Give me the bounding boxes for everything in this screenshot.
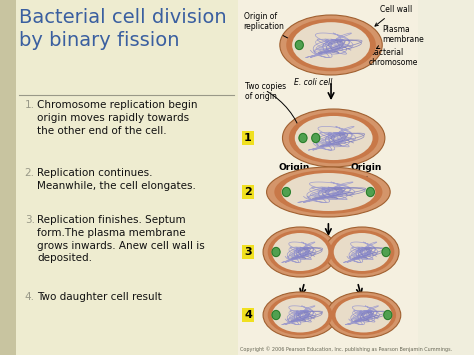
Ellipse shape [282, 173, 375, 211]
Ellipse shape [292, 22, 370, 68]
Circle shape [299, 133, 307, 142]
Ellipse shape [334, 233, 390, 271]
Ellipse shape [266, 167, 390, 217]
Ellipse shape [331, 295, 396, 335]
Text: 2.: 2. [25, 168, 35, 178]
Circle shape [366, 187, 374, 197]
Text: Copyright © 2006 Pearson Education, Inc. publishing as Pearson Benjamin Cummings: Copyright © 2006 Pearson Education, Inc.… [240, 346, 452, 352]
Ellipse shape [280, 15, 382, 75]
Ellipse shape [295, 116, 373, 160]
Ellipse shape [336, 297, 392, 333]
Text: Two copies
of origin: Two copies of origin [245, 82, 286, 102]
Text: Bacterial
chromosome: Bacterial chromosome [348, 48, 419, 67]
Text: Chromosome replication begin
origin moves rapidly towards
the other end of the c: Chromosome replication begin origin move… [37, 100, 198, 136]
Text: Plasma
membrane: Plasma membrane [376, 25, 424, 49]
Ellipse shape [283, 109, 385, 167]
Ellipse shape [272, 297, 328, 333]
Text: Two daughter cell result: Two daughter cell result [37, 292, 162, 302]
Ellipse shape [329, 230, 394, 274]
Text: Origin: Origin [351, 163, 382, 172]
Text: Cell wall: Cell wall [375, 5, 412, 26]
Text: 4: 4 [244, 310, 252, 320]
Text: 4.: 4. [25, 292, 35, 302]
Circle shape [382, 247, 390, 257]
Circle shape [272, 311, 280, 320]
Circle shape [283, 187, 291, 197]
Text: 2: 2 [244, 187, 252, 197]
Ellipse shape [327, 292, 401, 338]
Text: Origin of
replication: Origin of replication [244, 12, 296, 42]
Text: 1: 1 [244, 133, 252, 143]
Text: E. coli cell: E. coli cell [294, 78, 333, 87]
Ellipse shape [263, 227, 337, 277]
Text: Replication finishes. Septum
form.The plasma membrane
grows inwards. Anew cell w: Replication finishes. Septum form.The pl… [37, 215, 205, 263]
Text: Origin: Origin [278, 163, 310, 172]
Circle shape [312, 133, 320, 142]
Bar [0, 0, 16, 355]
Ellipse shape [268, 295, 333, 335]
Bar [16, 0, 238, 355]
Text: 3: 3 [244, 247, 252, 257]
Text: 3.: 3. [25, 215, 35, 225]
Circle shape [272, 247, 280, 257]
Ellipse shape [272, 233, 328, 271]
Circle shape [384, 311, 392, 320]
Text: Replication continues.
Meanwhile, the cell elongates.: Replication continues. Meanwhile, the ce… [37, 168, 196, 191]
Ellipse shape [286, 19, 376, 71]
Text: 1.: 1. [25, 100, 35, 110]
Ellipse shape [325, 227, 399, 277]
Circle shape [295, 40, 303, 49]
Text: Bacterial cell division
by binary fission: Bacterial cell division by binary fissio… [19, 8, 227, 50]
Ellipse shape [263, 292, 337, 338]
Ellipse shape [274, 170, 383, 214]
Ellipse shape [289, 113, 378, 163]
Ellipse shape [268, 230, 333, 274]
Bar [238, 0, 419, 355]
